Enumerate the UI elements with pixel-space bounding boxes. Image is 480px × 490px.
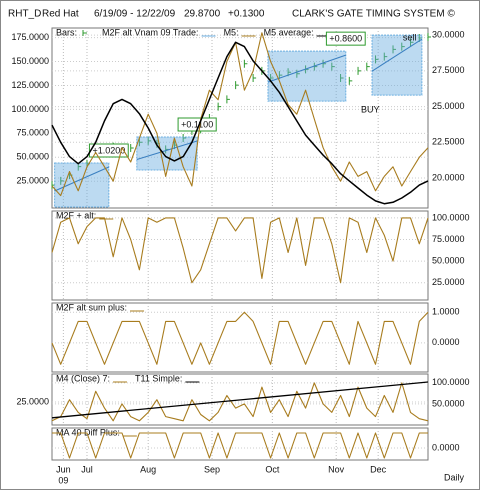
trade-line [371, 38, 423, 72]
price-bar [392, 45, 397, 54]
y2-tick-label: 50.0000 [432, 398, 465, 408]
price-bar [375, 55, 379, 64]
series-line [51, 311, 429, 365]
legend-label: MA 40 Diff Plus: [56, 427, 120, 437]
price-bar [427, 33, 431, 41]
y-tick-label: 25.0000 [16, 396, 49, 406]
last-price: 29.8700 [184, 9, 221, 20]
price-bar [130, 144, 134, 152]
annotation: BUY [361, 105, 380, 115]
panel-frame [51, 302, 429, 373]
x-tick-label: Nov [328, 464, 345, 474]
x-year-label: 09 [58, 475, 68, 485]
system-name: CLARK'S GATE TIMING SYSTEM © [292, 9, 455, 20]
y-tick-label: 125.0000 [11, 80, 49, 90]
price-bar [182, 134, 187, 142]
symbol: RHT_D [8, 9, 41, 20]
trade-box [54, 162, 110, 208]
price-bar [340, 74, 344, 82]
price-bar [226, 95, 230, 104]
stock-name: Red Hat [42, 9, 79, 20]
y2-tick-label: 22.5000 [432, 137, 465, 147]
y-tick-label: 100.0000 [11, 104, 49, 114]
trade-box [371, 34, 423, 96]
y2-tick-label: 100.0000 [432, 377, 470, 387]
trade-label-box [325, 31, 366, 46]
trade-line [136, 140, 198, 160]
price-bar [331, 62, 335, 71]
price-bar [147, 136, 152, 145]
series-line [51, 382, 429, 422]
frequency: Daily [444, 472, 465, 482]
trade-label-box [88, 143, 129, 158]
y2-tick-label: 0.0000 [432, 442, 460, 452]
price-bar [252, 74, 257, 82]
price-bar [243, 59, 248, 68]
x-tick-label: Dec [370, 464, 387, 474]
legend-label: M2F + alt: [56, 210, 96, 220]
trade-label: +1.0200 [92, 145, 125, 155]
price-bar [60, 176, 64, 185]
price-bar [410, 38, 414, 47]
series-line [51, 41, 429, 205]
trade-label: +0.8600 [329, 34, 362, 44]
x-tick-label: Sep [204, 464, 220, 474]
price-change: +0.1300 [228, 9, 265, 20]
price-bar [383, 52, 388, 61]
y2-tick-label: 100.0000 [432, 212, 470, 222]
y2-tick-label: 30.0000 [432, 30, 465, 40]
legend-label: M5: [224, 27, 239, 37]
y2-tick-label: 25.0000 [432, 277, 465, 287]
y-tick-label: 175.0000 [11, 32, 49, 42]
annotation: sell [403, 32, 417, 42]
y2-tick-label: 25.0000 [432, 101, 465, 111]
price-bar [366, 62, 370, 71]
y-tick-label: 50.0000 [16, 152, 49, 162]
series-line [51, 381, 429, 419]
price-bar [401, 42, 405, 51]
x-tick-label: Aug [140, 464, 156, 474]
price-bar [322, 59, 327, 68]
y2-tick-label: 1.0000 [432, 307, 460, 317]
legend-label: M2F alt Vnam 09 Trade: [102, 27, 199, 37]
legend-label: T11 Simple: [135, 373, 182, 383]
series-line [51, 32, 429, 197]
price-bar [296, 69, 300, 78]
date-range: 6/19/09 - 12/22/09 [94, 9, 176, 20]
price-bar [235, 81, 239, 90]
legend-label: M5 average: [264, 27, 314, 37]
price-bar [348, 76, 353, 85]
legend-label: M4 (Close) 7: [56, 373, 110, 383]
trade-label: +0.1100 [181, 119, 213, 129]
y2-tick-label: 20.0000 [432, 172, 465, 182]
x-tick-label: Oct [265, 464, 280, 474]
price-bar [357, 66, 362, 75]
x-tick-label: Jul [81, 464, 93, 474]
series-line [52, 432, 428, 459]
price-bar [217, 102, 222, 111]
panel-frame [51, 210, 429, 301]
legend-swatch [82, 30, 88, 36]
y-tick-label: 25.0000 [16, 176, 49, 186]
x-tick-label: Jun [56, 464, 71, 474]
y2-tick-label: 75.0000 [432, 234, 465, 244]
y-tick-label: 150.0000 [11, 56, 49, 66]
series-line [51, 217, 429, 284]
y2-tick-label: 27.5000 [432, 65, 465, 75]
trade-line [267, 54, 346, 83]
legend-label: Bars: [56, 27, 77, 37]
trade-box [136, 136, 198, 171]
panel-frame [51, 27, 429, 209]
y2-tick-label: 50.0000 [432, 255, 465, 265]
y-tick-label: 75.0000 [16, 128, 49, 138]
y2-tick-label: 0.0000 [432, 337, 460, 347]
legend-label: M2F alt sum plus: [56, 302, 127, 312]
price-bar [138, 138, 143, 147]
